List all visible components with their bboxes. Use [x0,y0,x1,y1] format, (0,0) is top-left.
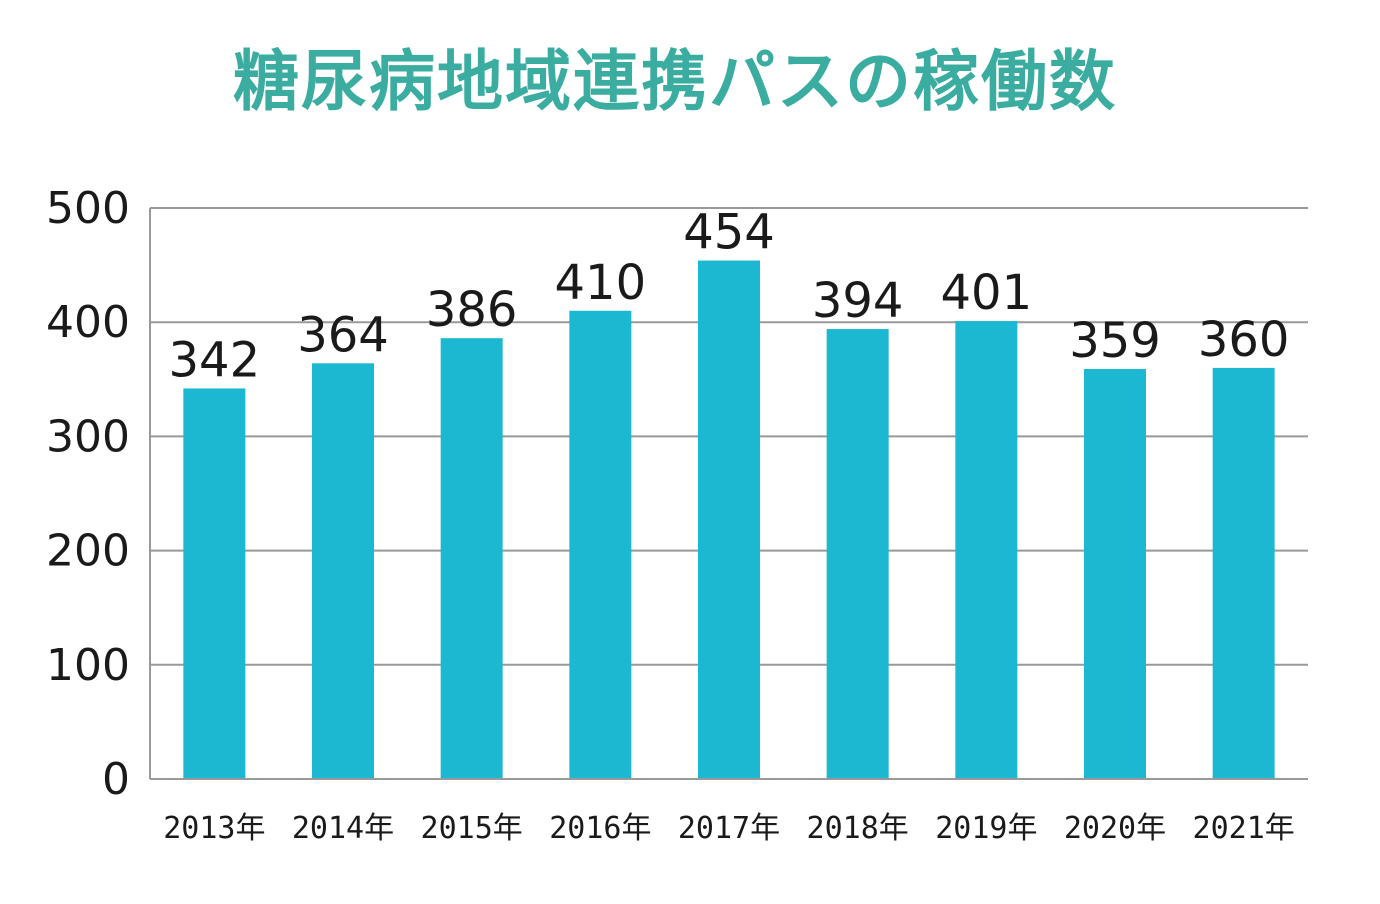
chart-title: 糖尿病地域連携パスの稼働数 [233,43,1117,120]
data-label: 454 [683,205,775,261]
bar-2015年 [440,338,503,779]
data-label: 360 [1198,312,1290,368]
y-tick-label: 300 [46,411,130,462]
x-tick-label: 2013年 [163,811,265,846]
data-label: 342 [169,332,261,388]
y-tick-label: 0 [102,754,130,805]
bars [183,260,1275,780]
bar-2019年 [955,321,1018,779]
bar-2013年 [183,388,246,779]
data-label: 359 [1069,313,1161,369]
bar-2016年 [569,310,632,779]
data-label: 364 [297,307,389,363]
data-label: 386 [426,282,518,338]
x-tick-label: 2014年 [292,811,394,846]
x-tick-label: 2015年 [421,811,523,846]
y-tick-label: 400 [46,297,130,348]
labels: 0 100 200 300 400 500 342 2013年 364 2014年 386 2015年… [46,183,1295,846]
bar-2021年 [1212,367,1275,779]
x-tick-label: 2020年 [1064,811,1166,846]
x-tick-label: 2019年 [935,811,1037,846]
y-tick-label: 100 [46,640,130,691]
x-tick-label: 2016年 [549,811,651,846]
x-tick-label: 2021年 [1193,811,1295,846]
y-tick-label: 200 [46,526,130,577]
bar-2018年 [826,329,889,779]
data-label: 394 [812,273,904,329]
bar-2014年 [312,363,374,779]
data-label: 401 [941,265,1033,321]
bar-2017年 [698,260,760,780]
data-label: 410 [555,255,647,311]
x-tick-label: 2018年 [807,811,909,846]
y-tick-label: 500 [46,183,130,234]
bar-2020年 [1084,369,1146,779]
axes [149,208,1308,780]
x-tick-label: 2017年 [678,811,780,846]
